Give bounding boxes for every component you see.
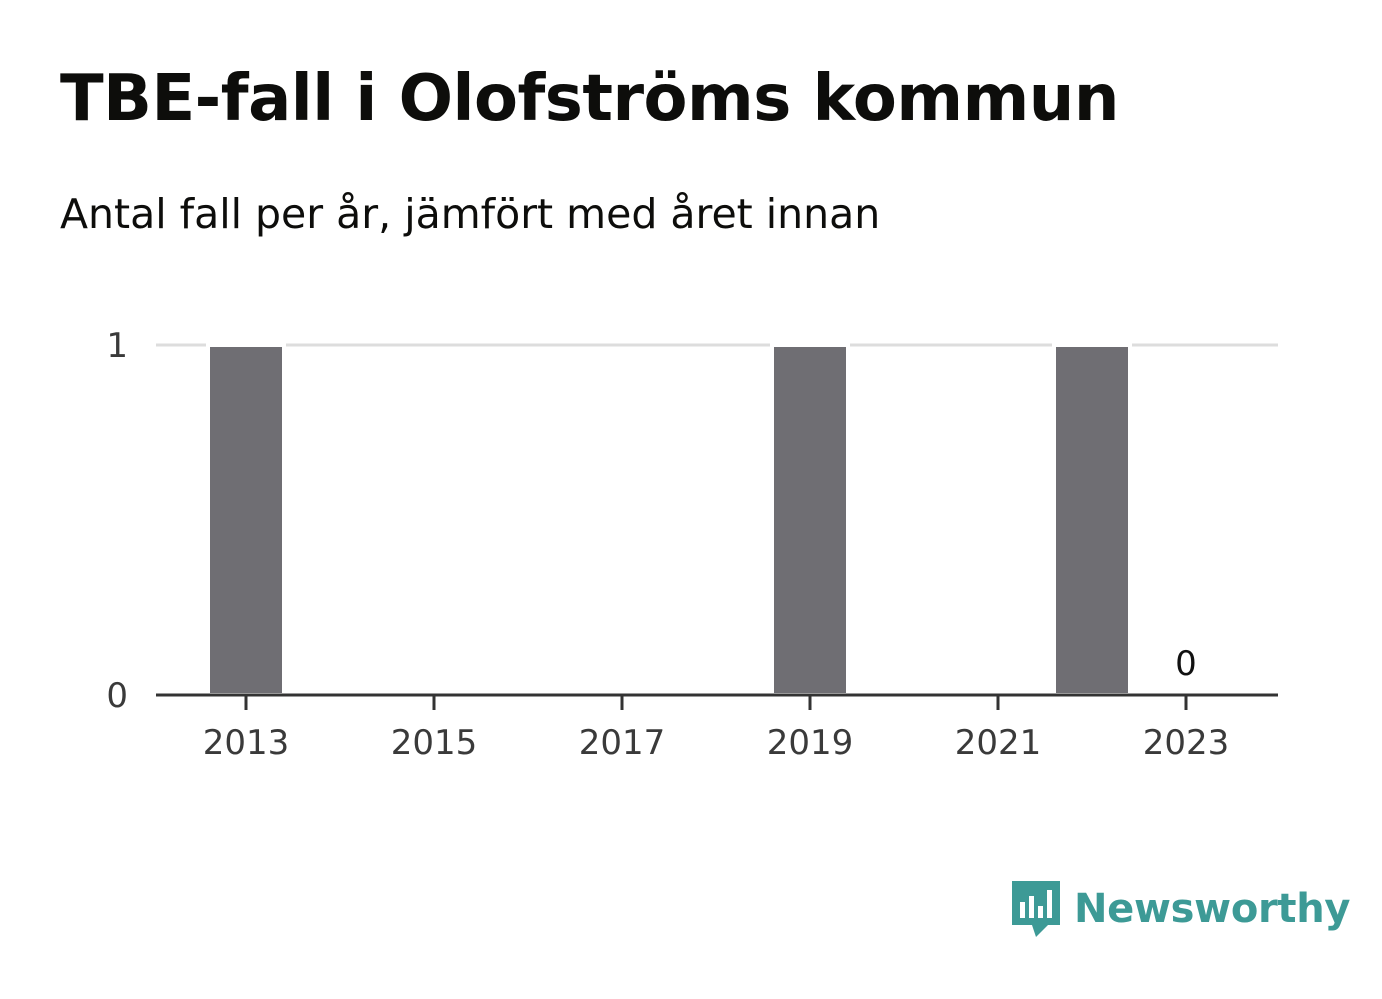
x-tick-label: 2017: [579, 723, 666, 763]
x-tick-label: 2023: [1143, 723, 1230, 763]
x-tick-label: 2015: [391, 723, 478, 763]
bar-chart-speech-bubble-icon: [1012, 881, 1060, 937]
bar-2022: [1052, 343, 1132, 697]
x-tick-label: 2019: [767, 723, 854, 763]
brand-name: Newsworthy: [1074, 886, 1351, 932]
data-label: 0: [1175, 644, 1197, 684]
x-tick-label: 2021: [955, 723, 1042, 763]
chart-subtitle: Antal fall per år, jämfört med året inna…: [60, 190, 881, 238]
bar-2019: [770, 343, 850, 697]
y-tick-label: 1: [106, 326, 128, 366]
bar-2013: [206, 343, 286, 697]
x-tick-label: 2013: [203, 723, 290, 763]
brand-logo: Newsworthy: [1010, 878, 1351, 940]
chart-title: TBE-fall i Olofströms kommun: [60, 62, 1119, 136]
y-tick-label: 0: [106, 676, 128, 716]
